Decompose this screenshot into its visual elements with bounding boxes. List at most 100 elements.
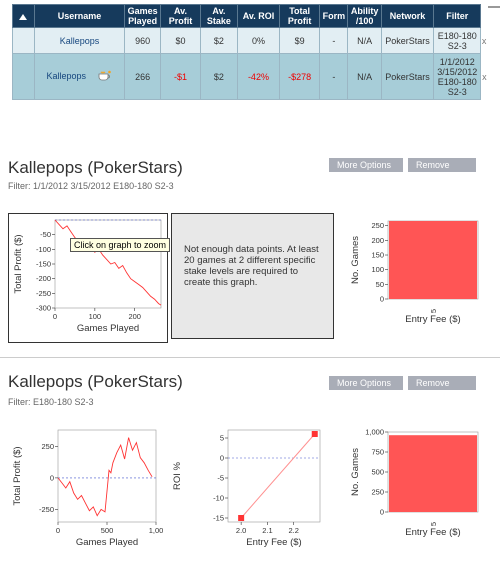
y-tick-label: -10 <box>213 494 224 503</box>
y-axis-label: ROI % <box>172 461 183 490</box>
sort-column-header[interactable] <box>12 4 35 28</box>
x-tick-label: 2.0 <box>236 526 246 535</box>
stats-section-all-time: Kallepops (PokerStars) Filter: E180-180 … <box>8 372 492 562</box>
x-tick-label: 0 <box>56 526 60 535</box>
section-filter-text: Filter: 1/1/2012 3/15/2012 E180-180 S2-3 <box>8 181 174 191</box>
col-network[interactable]: Network <box>380 4 435 28</box>
zoom-tooltip: Click on graph to zoom <box>70 238 171 252</box>
y-tick-label: 250 <box>371 488 384 497</box>
col-av-profit[interactable]: Av. Profit <box>160 4 201 28</box>
sort-up-icon[interactable] <box>19 13 28 20</box>
x-tick-label: 500 <box>101 526 114 535</box>
ability-cell: N/A <box>347 53 382 100</box>
col-av-stake[interactable]: Av. Stake <box>199 4 239 28</box>
remove-row-button[interactable]: x <box>480 27 488 54</box>
y-axis-label: Total Profit ($) <box>13 234 24 293</box>
y-tick-label: 50 <box>376 280 384 289</box>
plot-area <box>54 219 162 309</box>
y-tick-label: 750 <box>371 448 384 457</box>
col-form[interactable]: Form <box>319 4 349 28</box>
y-tick-label: 0 <box>50 473 54 482</box>
y-tick-label: -50 <box>40 230 51 239</box>
col-username[interactable]: Username <box>33 4 125 28</box>
av-roi-cell: -42% <box>237 53 280 100</box>
x-tick-label: 1,00 <box>149 526 164 535</box>
x-axis-label: Entry Fee ($) <box>246 537 301 548</box>
bar <box>389 435 477 512</box>
y-tick-label: -150 <box>36 260 51 269</box>
entry-fee-games-graph[interactable]: 0 50 100 150 200 250 5 Entry Fee ($) No. Games <box>346 213 492 348</box>
table-row[interactable]: Kallepops 960 $0 $2 0% $9 - N/A PokerSta… <box>12 27 488 54</box>
games-played-cell: 266 <box>123 53 162 100</box>
remove-row-button[interactable]: x <box>480 53 488 100</box>
section-title: Kallepops (PokerStars) <box>8 158 183 177</box>
y-tick-label: -300 <box>36 304 51 313</box>
x-tick-label: 2.1 <box>262 526 272 535</box>
filter-cell: 1/1/2012 3/15/2012 E180-180 S2-3 <box>433 53 482 100</box>
y-tick-label: 100 <box>371 265 384 274</box>
col-ability[interactable]: Ability /100 <box>347 4 382 28</box>
data-point <box>238 515 245 521</box>
games-played-cell: 960 <box>123 27 162 54</box>
col-total-profit[interactable]: Total Profit <box>278 4 321 28</box>
x-axis-label: Games Played <box>77 323 139 334</box>
table-header-row: Username Games Played Av. Profit Av. Sta… <box>12 4 488 28</box>
series-line <box>240 433 316 519</box>
not-enough-data-notice: Not enough data points. At least 20 game… <box>171 213 334 339</box>
username-cell: Kallepops <box>33 53 125 100</box>
network-cell: PokerStars <box>380 53 435 100</box>
entry-fee-games-graph[interactable]: 0 250 500 750 1,000 5 Entry Fee ($) No. Games <box>346 422 492 560</box>
y-tick-label: -100 <box>36 245 51 254</box>
stats-section-date-filtered: Kallepops (PokerStars) Filter: 1/1/2012 … <box>8 158 492 348</box>
x-tick-label: 0 <box>53 312 57 321</box>
x-axis-label: Entry Fee ($) <box>405 314 460 325</box>
col-filter[interactable]: Filter <box>433 4 482 28</box>
y-tick-label: 150 <box>371 251 384 260</box>
section-divider <box>0 357 500 358</box>
form-cell: - <box>319 53 349 100</box>
profit-graph[interactable]: 250 0 -250 0 500 1,00 Games Played Total Profit… <box>8 422 168 560</box>
more-options-button[interactable]: More Options <box>329 376 403 390</box>
col-games-played[interactable]: Games Played <box>123 4 162 28</box>
section-filter-text: Filter: E180-180 S2-3 <box>8 397 94 407</box>
y-tick-label: 0 <box>380 508 384 517</box>
more-options-button[interactable]: More Options <box>329 158 403 172</box>
roi-by-entry-fee-graph[interactable]: 5 0 -5 -10 -15 2.0 2.1 2.2 Entry Fee ($) ROI % <box>168 422 328 560</box>
y-tick-label: -250 <box>39 505 54 514</box>
y-tick-label: 0 <box>380 295 384 304</box>
profit-graph[interactable]: -50 -100 -150 -200 -250 -300 0 100 200 Games Play… <box>8 213 168 343</box>
x-tick-label: 200 <box>128 312 141 321</box>
total-profit-cell: $9 <box>278 27 321 54</box>
total-profit-cell: -$278 <box>278 53 321 100</box>
section-title: Kallepops (PokerStars) <box>8 372 183 391</box>
y-tick-label: 250 <box>41 442 54 451</box>
form-cell: - <box>319 27 349 54</box>
av-roi-cell: 0% <box>237 27 280 54</box>
y-tick-label: -250 <box>36 289 51 298</box>
remove-button[interactable]: Remove <box>408 158 476 172</box>
y-axis-label: Total Profit ($) <box>12 446 23 505</box>
y-tick-label: 250 <box>371 221 384 230</box>
player-comparison-table: Username Games Played Av. Profit Av. Sta… <box>12 4 488 100</box>
username-link[interactable]: Kallepops <box>33 27 125 54</box>
y-tick-label: -5 <box>217 474 224 483</box>
corner-icon-3[interactable] <box>488 0 500 8</box>
av-stake-cell: $2 <box>199 27 239 54</box>
col-av-roi[interactable]: Av. ROI <box>237 4 280 28</box>
x-tick-label: 5 <box>429 309 438 313</box>
username-link[interactable]: Kallepops <box>46 70 86 81</box>
y-tick-label: 1,000 <box>365 428 384 437</box>
y-tick-label: -15 <box>213 514 224 523</box>
av-stake-cell: $2 <box>199 53 239 100</box>
y-tick-label: 200 <box>371 236 384 245</box>
x-tick-label: 5 <box>429 522 438 526</box>
table-row[interactable]: Kallepops 266 -$1 $2 -42% -$278 - N/A Po… <box>12 53 488 100</box>
y-tick-label: 5 <box>220 434 224 443</box>
bar <box>389 221 477 299</box>
filter-cell: E180-180 S2-3 <box>433 27 482 54</box>
x-axis-label: Entry Fee ($) <box>405 527 460 538</box>
remove-button[interactable]: Remove <box>408 376 476 390</box>
av-profit-cell: $0 <box>160 27 201 54</box>
y-axis-label: No. Games <box>350 236 361 284</box>
y-axis-label: No. Games <box>350 448 361 496</box>
